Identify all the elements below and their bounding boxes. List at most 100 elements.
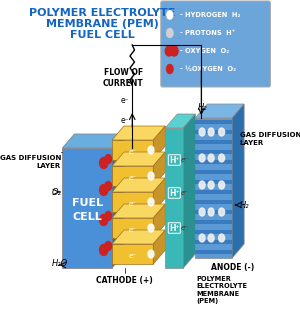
Circle shape (199, 181, 205, 189)
Polygon shape (112, 134, 124, 268)
Text: O₂: O₂ (52, 188, 62, 196)
Text: GAS DIFFUSION
LAYER: GAS DIFFUSION LAYER (240, 132, 300, 146)
Circle shape (100, 185, 108, 196)
Circle shape (219, 208, 225, 216)
Circle shape (148, 146, 154, 154)
Text: e⁻: e⁻ (128, 201, 136, 207)
Text: e⁻: e⁻ (121, 95, 129, 105)
Text: H⁺: H⁺ (169, 223, 179, 233)
Polygon shape (165, 128, 183, 268)
Circle shape (170, 46, 178, 56)
Polygon shape (195, 230, 232, 234)
Circle shape (199, 208, 205, 216)
Polygon shape (195, 210, 232, 214)
Polygon shape (112, 230, 165, 244)
Circle shape (199, 128, 205, 136)
Polygon shape (195, 190, 232, 194)
Circle shape (166, 64, 173, 74)
Text: e⁻: e⁻ (128, 253, 136, 259)
Polygon shape (153, 126, 165, 160)
Circle shape (148, 224, 154, 232)
Text: H⁺: H⁺ (169, 188, 179, 197)
Polygon shape (112, 152, 165, 166)
Circle shape (208, 234, 214, 242)
Circle shape (219, 154, 225, 162)
FancyBboxPatch shape (161, 1, 270, 87)
Text: POLYMER ELECTROLYTE: POLYMER ELECTROLYTE (29, 8, 176, 18)
Circle shape (166, 28, 173, 38)
Circle shape (199, 234, 205, 242)
Circle shape (165, 46, 173, 56)
Text: e⁻: e⁻ (181, 157, 189, 163)
Circle shape (166, 10, 173, 20)
Polygon shape (165, 114, 195, 128)
Polygon shape (153, 152, 165, 186)
Polygon shape (112, 178, 165, 192)
Polygon shape (195, 160, 232, 164)
Circle shape (219, 234, 225, 242)
Polygon shape (112, 204, 165, 218)
Text: - ½OXYGEN  O₂: - ½OXYGEN O₂ (180, 66, 236, 72)
Text: CATHODE (+): CATHODE (+) (96, 276, 153, 285)
Polygon shape (195, 220, 232, 224)
Polygon shape (112, 140, 153, 160)
Circle shape (105, 155, 112, 164)
Polygon shape (112, 244, 153, 264)
Circle shape (208, 181, 214, 189)
Circle shape (208, 154, 214, 162)
Polygon shape (112, 166, 153, 186)
Circle shape (219, 181, 225, 189)
Text: e⁻: e⁻ (128, 175, 136, 181)
Text: H₂: H₂ (198, 103, 207, 112)
Text: - HYDROGEN  H₂: - HYDROGEN H₂ (180, 12, 241, 18)
Polygon shape (112, 192, 153, 212)
Circle shape (100, 244, 108, 255)
Circle shape (100, 214, 108, 226)
Text: e⁻: e⁻ (181, 190, 189, 196)
Text: e⁻: e⁻ (128, 227, 136, 233)
Polygon shape (62, 134, 124, 148)
Text: FLOW OF
CURRENT: FLOW OF CURRENT (103, 68, 144, 88)
Polygon shape (195, 130, 232, 134)
Text: H₂O: H₂O (52, 259, 68, 268)
Text: e⁻: e⁻ (121, 116, 129, 124)
Circle shape (148, 250, 154, 258)
Circle shape (208, 128, 214, 136)
Polygon shape (195, 200, 232, 204)
Text: e⁻: e⁻ (128, 149, 136, 155)
Polygon shape (195, 104, 244, 118)
Polygon shape (195, 180, 232, 184)
Circle shape (100, 157, 108, 169)
Text: GAS DIFFUSION
LAYER: GAS DIFFUSION LAYER (0, 155, 61, 169)
Polygon shape (195, 240, 232, 244)
Circle shape (208, 208, 214, 216)
Text: e⁻: e⁻ (181, 225, 189, 231)
Circle shape (219, 128, 225, 136)
Polygon shape (232, 104, 244, 258)
Circle shape (105, 212, 112, 220)
Text: ANODE (-): ANODE (-) (211, 263, 254, 272)
Text: FUEL CELL: FUEL CELL (70, 30, 135, 40)
Text: POLYMER
ELECTROLYTE
MEMBRANE
(PEM): POLYMER ELECTROLYTE MEMBRANE (PEM) (196, 276, 247, 305)
Polygon shape (195, 170, 232, 174)
Text: - OXYGEN  O₂: - OXYGEN O₂ (180, 48, 230, 54)
Polygon shape (183, 114, 195, 268)
Text: MEMBRANE (PEM): MEMBRANE (PEM) (46, 19, 159, 29)
Polygon shape (153, 204, 165, 238)
Circle shape (105, 181, 112, 190)
Circle shape (148, 198, 154, 206)
Text: - PROTONS  H⁺: - PROTONS H⁺ (180, 30, 236, 36)
Polygon shape (62, 148, 112, 268)
Polygon shape (195, 118, 232, 258)
Polygon shape (195, 120, 232, 124)
Polygon shape (195, 250, 232, 254)
Text: H₂: H₂ (240, 201, 249, 210)
Circle shape (105, 242, 112, 251)
Circle shape (199, 154, 205, 162)
Polygon shape (195, 140, 232, 144)
Polygon shape (112, 218, 153, 238)
Polygon shape (112, 126, 165, 140)
Text: FUEL
CELL: FUEL CELL (72, 198, 103, 222)
Polygon shape (153, 230, 165, 264)
Circle shape (148, 172, 154, 180)
